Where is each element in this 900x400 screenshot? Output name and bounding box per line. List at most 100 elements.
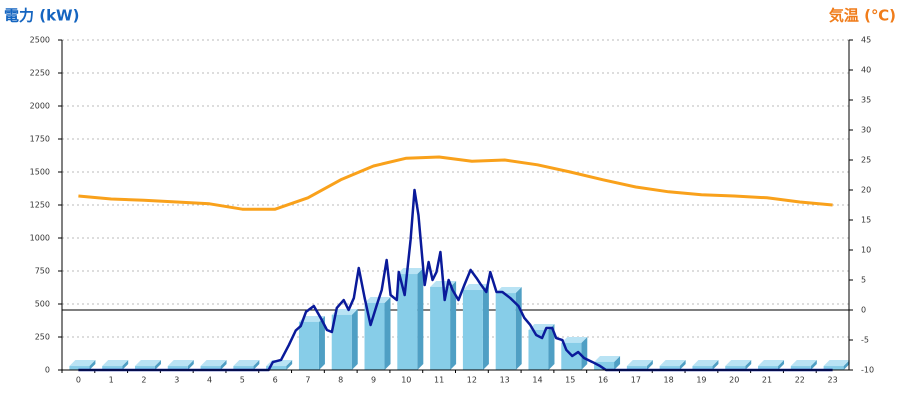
bar xyxy=(495,293,516,370)
y2-tick-label: 40 xyxy=(861,66,871,75)
bar-side xyxy=(253,360,260,370)
power-line xyxy=(78,188,833,372)
bar-top xyxy=(331,308,358,315)
bar xyxy=(266,366,287,370)
x-tick-label: 17 xyxy=(631,376,641,385)
x-tick-label: 3 xyxy=(174,376,179,385)
x-tick-label: 12 xyxy=(467,376,477,385)
y2-tick-label: 45 xyxy=(861,36,871,45)
y2-tick-label: 20 xyxy=(861,186,871,195)
y2-tick-label: 15 xyxy=(861,216,871,225)
x-tick-label: 21 xyxy=(762,376,772,385)
bar-side xyxy=(220,360,227,370)
x-tick-label: 5 xyxy=(240,376,245,385)
bar-side xyxy=(515,287,522,370)
bar-side xyxy=(482,284,489,370)
y2-tick-label: 0 xyxy=(861,306,866,315)
bar-side xyxy=(712,360,719,370)
x-tick-label: 6 xyxy=(273,376,278,385)
y2-tick-label: -5 xyxy=(861,336,869,345)
bar-top xyxy=(659,360,686,367)
x-tick-label: 13 xyxy=(500,376,510,385)
bar-side xyxy=(187,360,194,370)
x-tick-label: 9 xyxy=(371,376,376,385)
x-tick-label: 18 xyxy=(664,376,674,385)
bar xyxy=(594,361,615,370)
bar-side xyxy=(286,360,293,370)
x-tick-label: 22 xyxy=(795,376,805,385)
bar-top xyxy=(561,336,588,343)
x-tick-label: 15 xyxy=(565,376,575,385)
y2-tick-label: 5 xyxy=(861,276,866,285)
bar-side xyxy=(384,296,391,370)
y-axis-title: 電力 (kW) xyxy=(4,7,79,25)
y2-tick-label: 25 xyxy=(861,156,871,165)
bar-top xyxy=(397,268,424,275)
bar-side xyxy=(646,360,653,370)
bar xyxy=(659,366,680,370)
bar-side xyxy=(810,360,817,370)
bar-top xyxy=(134,360,161,367)
y-tick-label: 750 xyxy=(35,267,50,276)
y-tick-label: 250 xyxy=(35,333,50,342)
y-tick-label: 1000 xyxy=(30,234,50,243)
temperature-line xyxy=(78,155,833,211)
y-tick-label: 1500 xyxy=(30,168,50,177)
bar xyxy=(200,366,221,370)
x-tick-label: 19 xyxy=(696,376,706,385)
y2-tick-label: -10 xyxy=(861,366,874,375)
bar xyxy=(626,366,647,370)
bar xyxy=(430,286,451,370)
bar-top xyxy=(790,360,817,367)
bar-top xyxy=(692,360,719,367)
y2-tick-label: 10 xyxy=(861,246,871,255)
bar xyxy=(69,366,90,370)
bar-side xyxy=(450,280,457,370)
bar xyxy=(397,274,418,370)
bar xyxy=(167,366,188,370)
bar-side xyxy=(122,360,129,370)
bar-top xyxy=(626,360,653,367)
bar-side xyxy=(778,360,785,370)
x-tick-label: 2 xyxy=(141,376,146,385)
bar-top xyxy=(758,360,785,367)
bar xyxy=(233,366,254,370)
bar-side xyxy=(89,360,96,370)
bar-side xyxy=(318,315,325,370)
bar-side xyxy=(843,360,850,370)
x-tick-label: 1 xyxy=(109,376,114,385)
bar xyxy=(725,366,746,370)
bar-top xyxy=(167,360,194,367)
bar xyxy=(462,290,483,370)
bar xyxy=(331,314,352,370)
y-tick-label: 2250 xyxy=(30,69,50,78)
bar-side xyxy=(745,360,752,370)
y-tick-label: 0 xyxy=(45,366,50,375)
bar-top xyxy=(298,315,325,322)
bar-top xyxy=(823,360,850,367)
bar-top xyxy=(594,355,621,362)
y-tick-label: 1750 xyxy=(30,135,50,144)
y2-tick-label: 30 xyxy=(861,126,871,135)
bar-side xyxy=(154,360,161,370)
bar xyxy=(692,366,713,370)
bar xyxy=(790,366,811,370)
bar-top xyxy=(69,360,96,367)
bar-top xyxy=(725,360,752,367)
x-tick-label: 20 xyxy=(729,376,739,385)
x-tick-label: 8 xyxy=(338,376,343,385)
y-tick-label: 500 xyxy=(35,300,50,309)
bar-side xyxy=(614,355,621,370)
bar xyxy=(823,366,844,370)
x-tick-label: 4 xyxy=(207,376,212,385)
bar-top xyxy=(233,360,260,367)
y-tick-label: 1250 xyxy=(30,201,50,210)
x-tick-label: 23 xyxy=(828,376,838,385)
bar xyxy=(134,366,155,370)
bar-side xyxy=(417,268,424,370)
bar-side xyxy=(548,324,555,370)
bar xyxy=(102,366,123,370)
y-tick-label: 2000 xyxy=(30,102,50,111)
y2-axis-title: 気温 (℃) xyxy=(829,7,896,25)
bar-top xyxy=(102,360,129,367)
